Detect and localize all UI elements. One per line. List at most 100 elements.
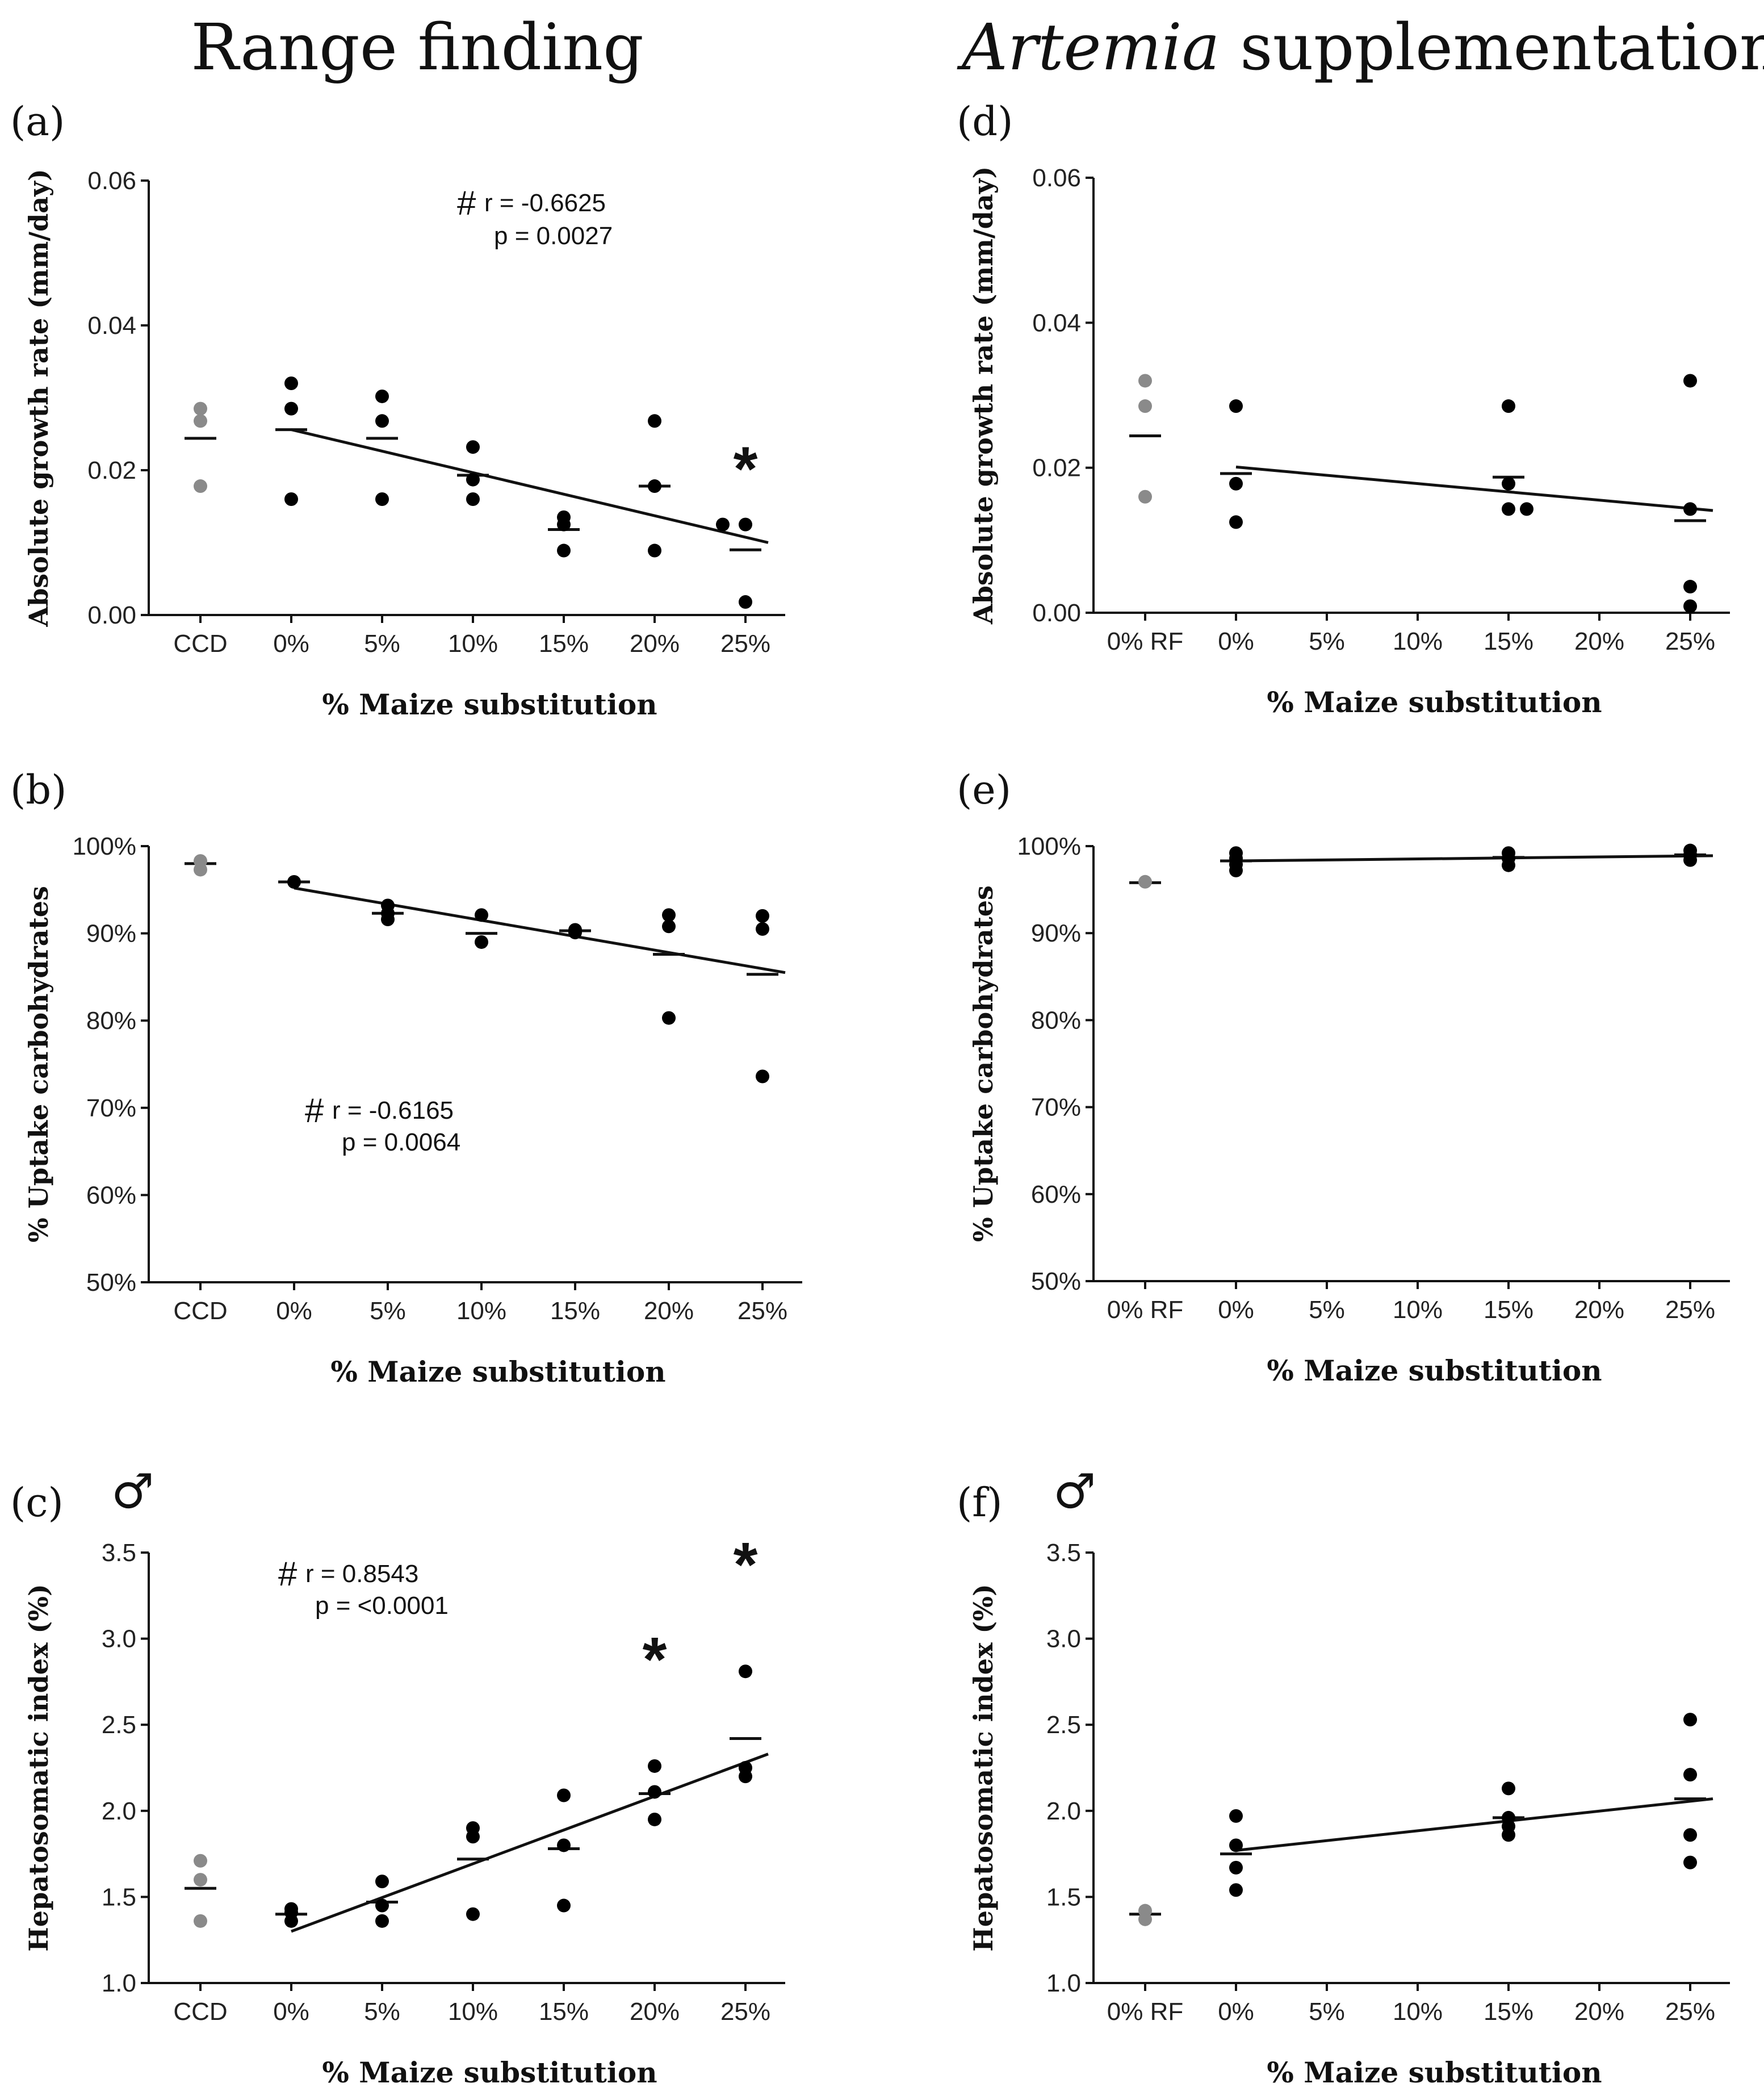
x-tick-label: 20% <box>630 1998 680 2026</box>
y-tick-label: 0.06 <box>87 167 136 195</box>
data-point <box>194 401 207 416</box>
panel-letter: (e) <box>957 767 1011 813</box>
hash-symbol: # <box>457 184 476 222</box>
x-tick-label: 20% <box>644 1297 694 1325</box>
data-point <box>1229 399 1243 413</box>
regression-line <box>294 886 786 974</box>
data-point <box>1502 1828 1515 1842</box>
y-tick-label: 2.0 <box>1046 1797 1081 1825</box>
y-tick-label: 100% <box>72 833 136 860</box>
data-point <box>194 1854 207 1868</box>
data-point <box>648 543 661 558</box>
x-tick-label: 25% <box>738 1297 787 1325</box>
data-point <box>1229 1838 1243 1852</box>
data-point <box>739 517 752 532</box>
x-axis-label: % Maize substitution <box>1267 2056 1602 2089</box>
data-point <box>475 908 488 922</box>
x-tick-label: 10% <box>1393 628 1443 655</box>
x-tick-label: 0% <box>1218 1296 1254 1324</box>
x-tick-label: 10% <box>448 1998 498 2026</box>
data-point <box>1683 1855 1697 1869</box>
data-point <box>375 1914 389 1928</box>
data-point <box>284 377 298 390</box>
y-tick-label: 3.0 <box>102 1625 136 1653</box>
data-point <box>375 389 389 403</box>
x-tick-label: 15% <box>539 630 589 658</box>
y-tick-label: 2.5 <box>102 1711 136 1739</box>
x-tick-label: CCD <box>173 1297 227 1325</box>
hash-symbol: # <box>278 1555 298 1593</box>
y-tick-label: 3.5 <box>1046 1539 1081 1567</box>
title-range-finding: Range finding <box>191 11 644 85</box>
data-point <box>375 414 389 428</box>
data-point <box>1229 1860 1243 1875</box>
data-point <box>716 517 730 532</box>
significance-star: * <box>734 1530 758 1600</box>
x-tick-label: 10% <box>456 1297 506 1325</box>
data-point <box>557 1838 571 1852</box>
regression-line <box>291 428 769 544</box>
data-point <box>662 919 676 934</box>
stat-r-value: r = -0.6165 <box>332 1097 454 1124</box>
data-point <box>194 1873 207 1887</box>
data-point <box>287 875 301 889</box>
y-tick-label: 3.5 <box>102 1539 136 1567</box>
x-tick-label: 15% <box>550 1297 600 1325</box>
stat-p-value: p = <0.0001 <box>315 1592 449 1620</box>
y-axis-label: Absolute growth rate (mm/day) <box>968 166 999 625</box>
data-point <box>1502 476 1515 491</box>
data-point <box>1229 1883 1243 1897</box>
y-tick-label: 70% <box>86 1094 136 1122</box>
data-point <box>284 492 298 506</box>
x-tick-label: 0% <box>276 1297 312 1325</box>
x-axis-label: % Maize substitution <box>1267 1354 1602 1387</box>
x-tick-label: 10% <box>1393 1296 1443 1324</box>
data-point <box>1520 502 1533 516</box>
data-point <box>557 543 571 558</box>
y-tick-label: 0.06 <box>1032 164 1081 192</box>
data-point <box>1229 476 1243 491</box>
x-tick-label: 5% <box>370 1297 406 1325</box>
x-tick-label: 25% <box>1665 628 1715 655</box>
y-axis-label: Hepatosomatic index (%) <box>23 1584 54 1951</box>
panel-a: (a) 0.00 0.02 0.04 0.06 CCD 0% 5% 10% 15% 20% 25% % … <box>10 98 785 721</box>
panel-c: (c) ♂ 1.0 1.5 2.0 2.5 3.0 3.5 CCD 0% 5% 10% 15% 20% 25… <box>10 1463 785 2089</box>
stat-p-value: p = 0.0027 <box>494 222 613 250</box>
x-tick-label: CCD <box>173 1998 227 2026</box>
y-tick-label: 60% <box>86 1181 136 1209</box>
data-point <box>557 1788 571 1802</box>
y-tick-label: 1.0 <box>102 1969 136 1997</box>
data-point <box>648 414 661 428</box>
data-point <box>466 1907 480 1921</box>
panel-letter: (c) <box>10 1479 64 1526</box>
significance-star: * <box>643 1625 667 1695</box>
regression-line <box>1235 465 1713 512</box>
x-tick-label: 15% <box>1484 1296 1533 1324</box>
y-tick-label: 0.00 <box>87 601 136 629</box>
significance-star: * <box>734 434 758 504</box>
data-point <box>466 1830 480 1844</box>
data-point <box>1229 1809 1243 1823</box>
data-point <box>1138 1912 1152 1926</box>
x-tick-label: CCD <box>173 630 227 658</box>
x-tick-label: 0% <box>273 1998 309 2026</box>
y-tick-label: 2.0 <box>102 1797 136 1825</box>
y-axis-label: Absolute growth rate (mm/day) <box>23 169 54 627</box>
y-axis-label: % Uptake carbohydrates <box>968 885 999 1242</box>
data-point <box>1502 1781 1515 1796</box>
x-tick-label: 15% <box>1484 628 1533 655</box>
data-point <box>1683 374 1697 388</box>
data-point <box>375 1898 389 1913</box>
data-point <box>662 908 676 922</box>
data-point <box>1138 875 1152 889</box>
panel-e: (e) 50% 60% 70% 80% 90% 100% 0% RF 0% 5% 10% 15% 20%… <box>957 767 1730 1387</box>
data-point <box>648 479 661 493</box>
stat-p-value: p = 0.0064 <box>342 1128 460 1156</box>
panel-letter: (d) <box>957 98 1013 145</box>
x-tick-label: 10% <box>448 630 498 658</box>
y-tick-label: 1.0 <box>1046 1969 1081 1997</box>
data-point <box>739 595 752 609</box>
data-point <box>284 1914 298 1928</box>
x-tick-label: 0% <box>1218 1998 1254 2026</box>
